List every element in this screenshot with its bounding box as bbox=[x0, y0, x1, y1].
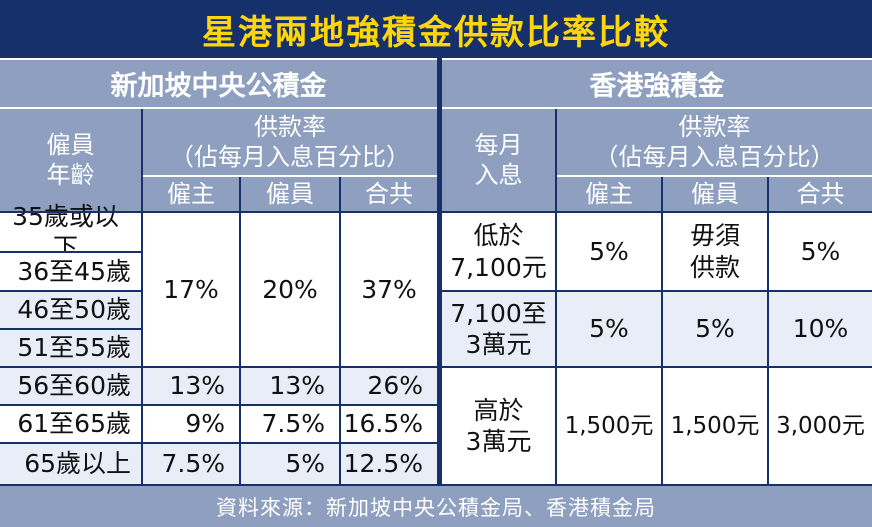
sg-age-cell: 46至50歲 bbox=[0, 292, 141, 328]
sg-age-cell: 36至45歲 bbox=[0, 253, 141, 290]
hk-total-cell: 10% bbox=[769, 292, 872, 366]
grid-line bbox=[141, 109, 143, 486]
sg-total-cell: 16.5% bbox=[341, 406, 437, 442]
sg-age-header: 僱員 年齡 bbox=[0, 109, 141, 211]
sg-age-cell: 35歲或以下 bbox=[0, 202, 141, 262]
hk-employer-cell: 5% bbox=[557, 292, 661, 366]
sg-total-header: 合共 bbox=[341, 177, 437, 211]
hk-total-header: 合共 bbox=[769, 177, 872, 211]
grid-line bbox=[555, 109, 557, 486]
hk-income-cell: 7,100至 3萬元 bbox=[442, 292, 555, 366]
sg-employee-header: 僱員 bbox=[241, 177, 339, 211]
hongkong-heading: 香港強積金 bbox=[442, 60, 872, 107]
hk-employee-cell: 1,500元 bbox=[663, 368, 767, 484]
sg-age-cell: 56至60歲 bbox=[0, 368, 141, 404]
grid-line bbox=[0, 366, 872, 368]
page-title: 星港兩地強積金供款比率比較 bbox=[202, 12, 670, 53]
sg-employee-cell: 7.5% bbox=[241, 406, 339, 442]
grid-line bbox=[0, 484, 872, 486]
grid-line bbox=[0, 404, 437, 406]
section-divider bbox=[437, 58, 442, 486]
grid-line bbox=[442, 290, 872, 292]
sg-rate-header: 供款率 （佔每月入息百分比） bbox=[143, 109, 437, 175]
hk-total-cell: 5% bbox=[769, 213, 872, 290]
hk-employer-header: 僱主 bbox=[557, 177, 661, 211]
hk-income-cell: 高於 3萬元 bbox=[442, 368, 555, 484]
hk-total-cell: 3,000元 bbox=[769, 368, 872, 484]
hk-income-cell: 低於 7,100元 bbox=[442, 213, 555, 290]
singapore-heading: 新加坡中央公積金 bbox=[0, 60, 437, 107]
hk-employee-cell: 毋須 供款 bbox=[663, 213, 767, 290]
sg-employer-header: 僱主 bbox=[143, 177, 239, 211]
hk-employee-header: 僱員 bbox=[663, 177, 767, 211]
grid-line bbox=[0, 251, 141, 253]
sg-employee-cell: 5% bbox=[241, 444, 339, 484]
title-bar bbox=[0, 0, 872, 58]
grid-line bbox=[767, 177, 769, 486]
grid-line bbox=[0, 442, 437, 444]
sg-employer-cell: 17% bbox=[143, 213, 239, 366]
header-separator bbox=[143, 175, 437, 177]
hk-income-header: 每月 入息 bbox=[442, 109, 555, 211]
sg-total-cell: 12.5% bbox=[341, 444, 437, 484]
sg-employee-cell: 20% bbox=[241, 213, 339, 366]
hk-employee-cell: 5% bbox=[663, 292, 767, 366]
grid-line bbox=[661, 177, 663, 486]
source-note: 資料來源：新加坡中央公積金局、香港積金局 bbox=[0, 486, 872, 527]
header-separator bbox=[0, 107, 437, 109]
sg-employer-cell: 13% bbox=[143, 368, 239, 404]
grid-line bbox=[0, 328, 141, 330]
hk-employer-cell: 5% bbox=[557, 213, 661, 290]
sg-age-cell: 51至55歲 bbox=[0, 330, 141, 366]
grid-line bbox=[0, 211, 872, 213]
grid-line bbox=[339, 177, 341, 486]
hk-employer-cell: 1,500元 bbox=[557, 368, 661, 484]
sg-total-cell: 37% bbox=[341, 213, 437, 366]
header-separator bbox=[557, 175, 872, 177]
hk-rate-header: 供款率 （佔每月入息百分比） bbox=[557, 109, 872, 175]
grid-line bbox=[0, 290, 141, 292]
sg-total-cell: 26% bbox=[341, 368, 437, 404]
sg-employee-cell: 13% bbox=[241, 368, 339, 404]
grid-line bbox=[239, 177, 241, 486]
sg-employer-cell: 9% bbox=[143, 406, 239, 442]
sg-employer-cell: 7.5% bbox=[143, 444, 239, 484]
sg-age-cell: 61至65歲 bbox=[0, 406, 141, 442]
sg-age-cell: 65歲以上 bbox=[0, 444, 141, 484]
header-separator bbox=[442, 107, 872, 109]
